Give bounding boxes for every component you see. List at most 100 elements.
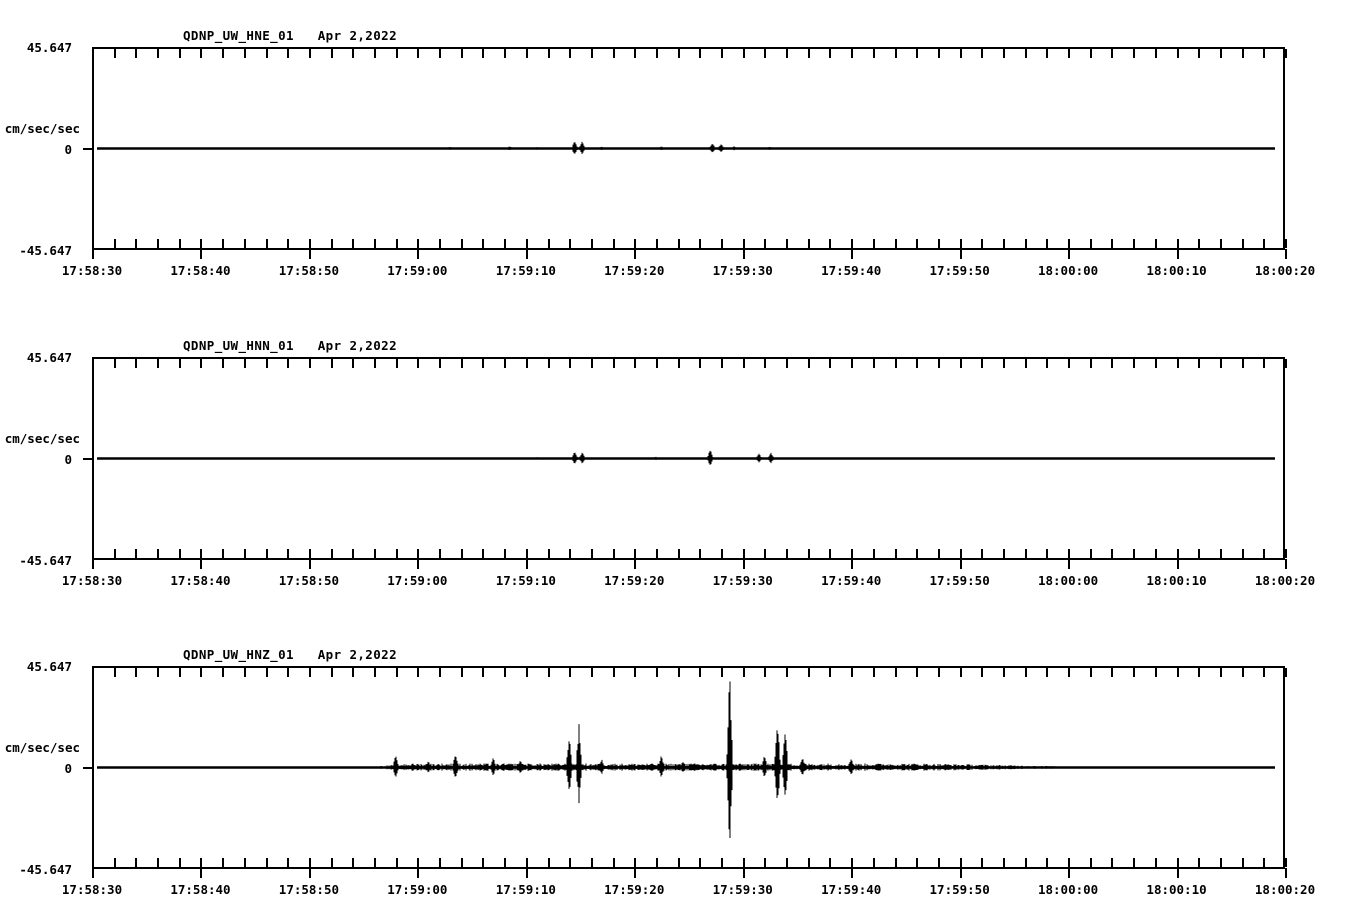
x-axis-tick-top	[439, 49, 442, 58]
x-axis-tick-bottom	[200, 239, 203, 248]
x-axis-tick-top	[330, 359, 333, 368]
x-axis-tick-bottom	[1263, 858, 1266, 867]
x-axis-tick-bottom	[981, 549, 984, 558]
x-axis-tick-bottom	[916, 858, 919, 867]
x-axis-tick-bottom	[590, 549, 593, 558]
x-axis-tick-label: 17:59:50	[929, 573, 990, 588]
x-axis-tick-top	[352, 359, 355, 368]
x-axis-tick-top	[1198, 49, 1201, 58]
x-axis-tick-bottom	[677, 549, 680, 558]
x-axis-tick-bottom	[1003, 858, 1006, 867]
x-axis-tick-top	[1111, 49, 1114, 58]
x-axis-major-tick	[851, 249, 854, 259]
x-axis-tick-label: 17:59:10	[495, 263, 556, 278]
x-axis-tick-top	[742, 359, 745, 368]
x-axis-tick-bottom	[786, 858, 789, 867]
x-axis-tick-top	[764, 668, 767, 677]
x-axis-tick-top	[395, 668, 398, 677]
x-axis-major-tick	[742, 868, 745, 878]
x-axis-tick-bottom	[222, 549, 225, 558]
x-axis-tick-top	[287, 359, 290, 368]
x-axis-tick-top	[1176, 359, 1179, 368]
x-axis-tick-top	[1176, 668, 1179, 677]
x-axis-tick-top	[916, 668, 919, 677]
x-axis-tick-top	[764, 359, 767, 368]
x-axis-tick-top	[547, 359, 550, 368]
x-axis-tick-top	[677, 359, 680, 368]
x-axis-tick-label: 17:59:20	[604, 882, 665, 897]
x-axis-tick-label: 17:58:40	[170, 263, 231, 278]
x-axis-major-tick	[308, 249, 311, 259]
x-axis-tick-bottom	[916, 549, 919, 558]
x-axis-tick-bottom	[851, 858, 854, 867]
x-axis-major-tick	[1176, 868, 1179, 878]
x-axis-tick-top	[417, 668, 420, 677]
x-axis-tick-bottom	[612, 239, 615, 248]
x-axis-tick-bottom	[851, 239, 854, 248]
x-axis-tick-bottom	[655, 858, 658, 867]
x-axis-tick-top	[1089, 668, 1092, 677]
x-axis-tick-top	[1024, 359, 1027, 368]
x-axis-major-tick	[417, 249, 420, 259]
x-axis-tick-top	[1003, 359, 1006, 368]
x-axis-tick-label: 18:00:00	[1037, 263, 1099, 278]
x-axis-tick-bottom	[547, 239, 550, 248]
x-axis-tick-top	[330, 668, 333, 677]
x-axis-tick-bottom	[721, 549, 724, 558]
x-axis-tick-bottom	[417, 549, 420, 558]
x-axis-tick-top	[482, 668, 485, 677]
x-axis-tick-top	[655, 49, 658, 58]
x-axis-tick-top	[807, 49, 810, 58]
x-axis-tick-bottom	[742, 549, 745, 558]
x-axis-tick-top	[1154, 668, 1157, 677]
x-axis-tick-bottom	[1024, 239, 1027, 248]
x-axis-tick-bottom	[417, 239, 420, 248]
x-axis-tick-bottom	[547, 858, 550, 867]
x-axis-tick-bottom	[373, 858, 376, 867]
x-axis-tick-top	[1024, 49, 1027, 58]
x-axis-major-tick	[634, 249, 637, 259]
x-axis-tick-top	[1176, 49, 1179, 58]
x-axis-tick-bottom	[1133, 549, 1136, 558]
x-axis-tick-label: 18:00:10	[1146, 263, 1207, 278]
y-axis-zero-tick	[83, 147, 94, 150]
x-axis-major-tick	[634, 868, 637, 878]
x-axis-tick-bottom	[460, 858, 463, 867]
x-axis-tick-top	[807, 668, 810, 677]
x-axis-major-tick	[742, 559, 745, 569]
x-axis-tick-top	[1285, 49, 1287, 58]
x-axis-tick-top	[1285, 668, 1287, 677]
x-axis-tick-top	[1263, 359, 1266, 368]
x-axis-tick-bottom	[178, 858, 181, 867]
x-axis-tick-bottom	[439, 239, 442, 248]
x-axis-tick-top	[590, 49, 593, 58]
x-axis-tick-bottom	[786, 549, 789, 558]
x-axis-tick-bottom	[287, 858, 290, 867]
x-axis-tick-label: 17:59:20	[604, 573, 665, 588]
x-axis-tick-bottom	[612, 549, 615, 558]
x-axis-tick-label: 18:00:10	[1146, 882, 1207, 897]
x-axis-tick-bottom	[352, 549, 355, 558]
x-axis-tick-bottom	[157, 858, 160, 867]
x-axis-tick-bottom	[1046, 239, 1049, 248]
x-axis-tick-bottom	[157, 239, 160, 248]
x-axis-tick-top	[92, 49, 94, 58]
x-axis-tick-bottom	[1133, 239, 1136, 248]
x-axis-tick-bottom	[677, 239, 680, 248]
x-axis-tick-top	[178, 359, 181, 368]
x-axis-major-tick	[200, 559, 203, 569]
x-axis-tick-bottom	[395, 858, 398, 867]
y-axis-unit-label: cm/sec/sec	[4, 120, 80, 136]
x-axis-tick-bottom	[460, 239, 463, 248]
x-axis-tick-bottom	[569, 239, 572, 248]
x-axis-tick-bottom	[829, 239, 832, 248]
x-axis-tick-top	[1133, 668, 1136, 677]
x-axis-tick-bottom	[265, 549, 268, 558]
x-axis-tick-top	[937, 359, 940, 368]
x-axis-tick-label: 17:59:00	[387, 263, 448, 278]
x-axis-tick-label: 17:58:40	[170, 882, 231, 897]
x-axis-tick-top	[916, 359, 919, 368]
x-axis-tick-top	[1285, 359, 1287, 368]
